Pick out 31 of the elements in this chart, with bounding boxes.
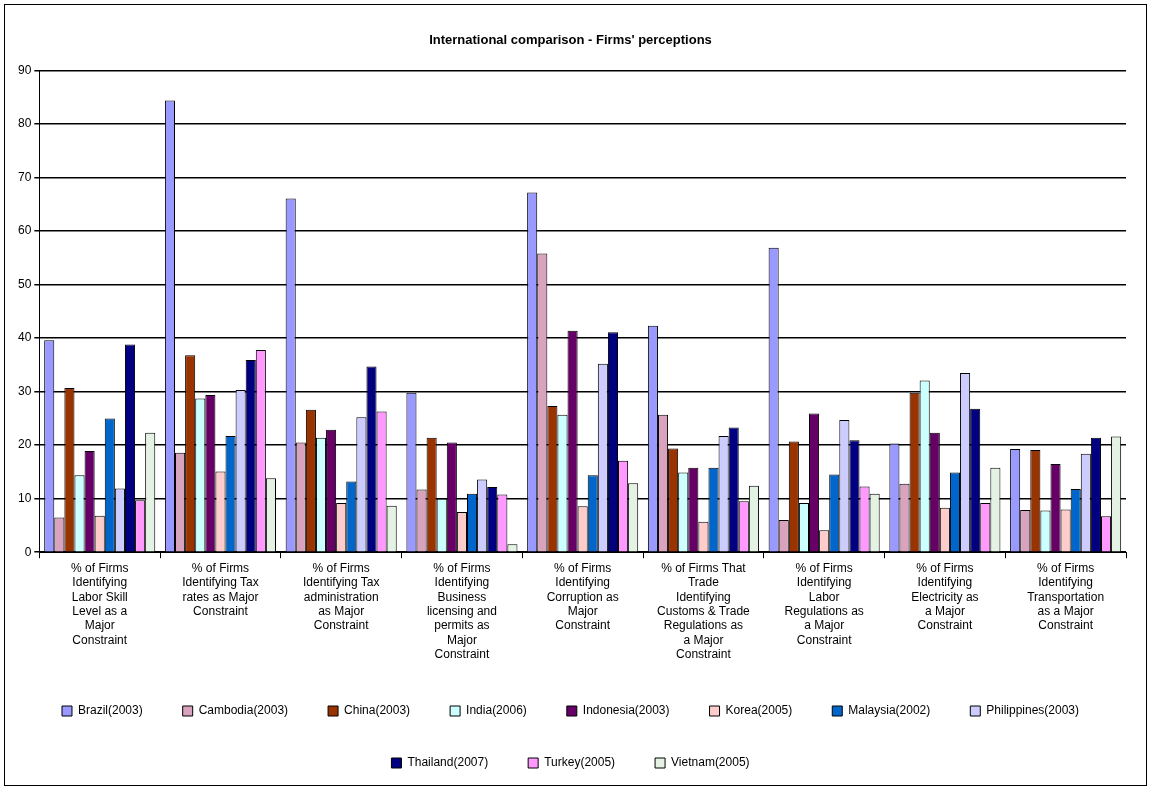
x-tick-label: % of Firms Identifying Business licensing and permits as Major Constraint [426, 560, 497, 662]
x-tick-label: % of Firms Identifying Transportation as a Major Constraint [1027, 560, 1105, 633]
legend-label: Philippines(2003) [986, 703, 1080, 718]
legend-label: China(2003) [344, 703, 411, 718]
legend-label: Korea(2005) [725, 703, 793, 718]
x-tick-label: % of Firms That Trade Identifying Customs & Trade Regulations as a Major Constraint [657, 560, 751, 662]
chart-title: International comparison - Firms' perceptions [429, 32, 712, 48]
y-tick-label: 20 [17, 437, 32, 452]
x-tick-label: % of Firms Identifying Labor Skill Level as a Major Constraint [71, 560, 129, 647]
legend-label: Vietnam(2005) [671, 755, 750, 770]
y-tick-label: 70 [17, 169, 32, 184]
legend-label: Thailand(2007) [407, 755, 489, 770]
x-tick-label: % of Firms Identifying Labor Regulations as a Major Constraint [784, 560, 864, 647]
legend-label: Turkey(2005) [544, 755, 616, 770]
x-tick-label: % of Firms Identifying Tax rates as Major Constraint [182, 560, 259, 618]
legend-label: India(2006) [466, 703, 527, 718]
y-tick-label: 90 [17, 62, 32, 77]
y-tick-label: 80 [17, 116, 32, 131]
y-tick-label: 60 [17, 223, 32, 238]
legend-label: Indonesia(2003) [582, 703, 670, 718]
y-tick-label: 40 [17, 330, 32, 345]
y-tick-label: 10 [17, 491, 32, 505]
y-tick-label: 50 [17, 276, 32, 291]
x-tick-label: % of Firms Identifying Electricity as a Major Constraint [911, 560, 979, 633]
y-tick-label: 0 [24, 544, 32, 559]
legend-label: Malaysia(2002) [848, 703, 931, 718]
x-tick-label: % of Firms Identifying Tax administration as Major Constraint [302, 560, 380, 633]
x-tick-label: % of Firms Identifying Corruption as Major Constraint [546, 560, 619, 633]
legend-label: Brazil(2003) [77, 703, 143, 718]
y-tick-label: 30 [17, 383, 32, 398]
legend-label: Cambodia(2003) [198, 703, 289, 718]
